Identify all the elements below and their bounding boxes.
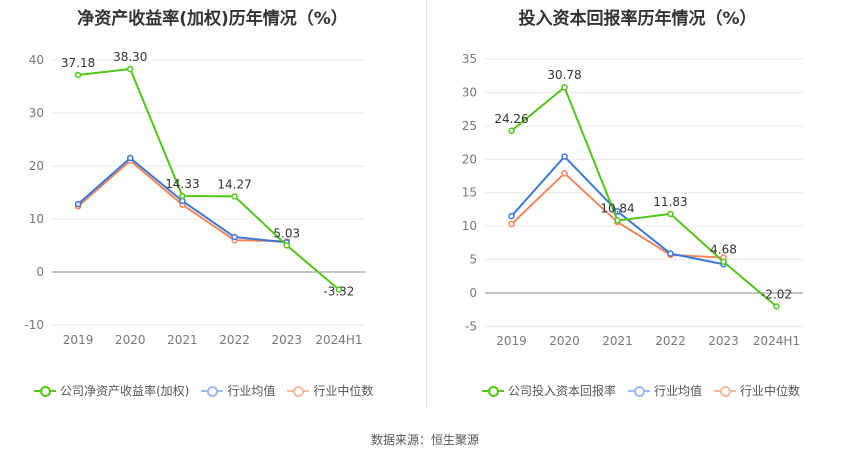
legend-roic: 公司投入资本回报率 行业均值 行业中位数 bbox=[482, 382, 812, 399]
x-tick-label: 2021 bbox=[602, 334, 633, 348]
data-point bbox=[508, 220, 515, 228]
data-point bbox=[720, 258, 727, 265]
x-tick-label: 2019 bbox=[496, 334, 527, 348]
data-point bbox=[127, 154, 134, 162]
data-label: 37.18 bbox=[61, 56, 95, 70]
panel-divider bbox=[426, 0, 427, 408]
y-tick-label: 40 bbox=[29, 53, 44, 67]
data-label: 5.03 bbox=[273, 226, 300, 240]
data-label: 14.27 bbox=[217, 177, 251, 191]
series-line bbox=[510, 85, 778, 308]
x-tick-label: 2022 bbox=[219, 333, 250, 347]
series-line bbox=[77, 67, 340, 291]
data-point bbox=[231, 233, 238, 241]
data-point bbox=[667, 250, 674, 257]
data-label: 24.26 bbox=[494, 112, 528, 126]
y-tick-label: 30 bbox=[29, 106, 44, 120]
legend-line-icon bbox=[201, 385, 224, 397]
y-tick-label: 10 bbox=[462, 219, 477, 233]
data-label: 10.84 bbox=[600, 202, 634, 216]
data-label: 14.33 bbox=[165, 177, 199, 191]
data-point bbox=[74, 200, 82, 208]
data-point bbox=[614, 217, 621, 224]
x-tick-label: 2020 bbox=[115, 333, 146, 347]
y-tick-label: -5 bbox=[465, 319, 477, 333]
x-tick-label: 2023 bbox=[271, 333, 302, 347]
data-point bbox=[561, 83, 568, 91]
legend-item-company-roic[interactable]: 公司投入资本回报率 bbox=[482, 382, 616, 399]
data-label: 38.30 bbox=[113, 50, 147, 64]
x-tick-label: 2020 bbox=[549, 334, 580, 348]
data-point bbox=[74, 71, 82, 79]
legend-line-icon bbox=[482, 385, 504, 397]
chart-title-roic: 投入资本回报率历年情况（%） bbox=[518, 9, 757, 29]
x-tick-label: 2019 bbox=[63, 333, 94, 347]
y-tick-label: 20 bbox=[462, 152, 477, 166]
legend-item-industry-avg[interactable]: 行业均值 bbox=[201, 382, 275, 399]
legend-label: 公司净资产收益率(加权) bbox=[60, 384, 190, 398]
data-label: 11.83 bbox=[653, 195, 687, 209]
y-tick-label: 15 bbox=[462, 186, 477, 200]
data-point bbox=[667, 210, 674, 218]
legend-line-icon bbox=[287, 385, 310, 397]
data-point bbox=[508, 127, 515, 135]
data-point bbox=[335, 286, 343, 293]
x-tick-label: 2024H1 bbox=[753, 334, 800, 348]
y-tick-label: 0 bbox=[469, 286, 477, 300]
legend-line-icon bbox=[34, 385, 56, 397]
chart-title-roe: 净资产收益率(加权)历年情况（%） bbox=[77, 9, 348, 29]
legend-label: 行业中位数 bbox=[740, 384, 801, 398]
data-label: -2.02 bbox=[761, 288, 792, 302]
x-tick-label: 2022 bbox=[655, 334, 686, 348]
data-point bbox=[561, 153, 568, 160]
legend-label: 行业均值 bbox=[227, 384, 276, 398]
x-tick-label: 2023 bbox=[708, 334, 739, 348]
legend-item-industry-avg[interactable]: 行业均值 bbox=[628, 382, 702, 399]
legend-item-industry-median[interactable]: 行业中位数 bbox=[287, 382, 373, 399]
legend-label: 行业中位数 bbox=[313, 384, 374, 398]
data-point bbox=[231, 193, 238, 200]
data-label: 30.78 bbox=[547, 68, 581, 82]
x-tick-label: 2024H1 bbox=[315, 333, 362, 347]
y-tick-label: 5 bbox=[469, 253, 477, 267]
data-label: 4.68 bbox=[710, 243, 737, 257]
data-source: 数据来源：恒生聚源 bbox=[370, 433, 479, 447]
legend-item-industry-median[interactable]: 行业中位数 bbox=[714, 382, 800, 399]
charts-canvas: -10 0 10 20 30 40 2019 2020 2021 2022 2023 2024H1 37… bbox=[24, 50, 803, 348]
y-tick-label: 0 bbox=[36, 265, 44, 279]
x-tick-label: 2021 bbox=[167, 333, 198, 347]
legend-item-company-roe[interactable]: 公司净资产收益率(加权) bbox=[34, 382, 189, 399]
y-tick-label: 20 bbox=[29, 159, 44, 173]
data-point bbox=[127, 65, 134, 73]
legend-label: 行业均值 bbox=[654, 384, 703, 398]
legend-roe: 公司净资产收益率(加权) 行业均值 行业中位数 bbox=[34, 382, 385, 399]
y-tick-label: 25 bbox=[462, 119, 477, 133]
y-tick-label: -10 bbox=[24, 318, 44, 332]
y-tick-label: 10 bbox=[29, 212, 44, 226]
legend-line-icon bbox=[628, 385, 651, 397]
data-point bbox=[283, 242, 290, 249]
data-point bbox=[179, 192, 186, 200]
data-point bbox=[561, 170, 568, 177]
y-tick-label: 35 bbox=[462, 52, 477, 66]
y-tick-label: 30 bbox=[462, 85, 477, 99]
data-point bbox=[614, 208, 621, 215]
data-point bbox=[773, 303, 780, 310]
legend-label: 公司投入资本回报率 bbox=[508, 384, 617, 398]
data-label: -3.32 bbox=[323, 285, 354, 299]
data-point bbox=[508, 212, 515, 220]
legend-line-icon bbox=[714, 385, 737, 397]
